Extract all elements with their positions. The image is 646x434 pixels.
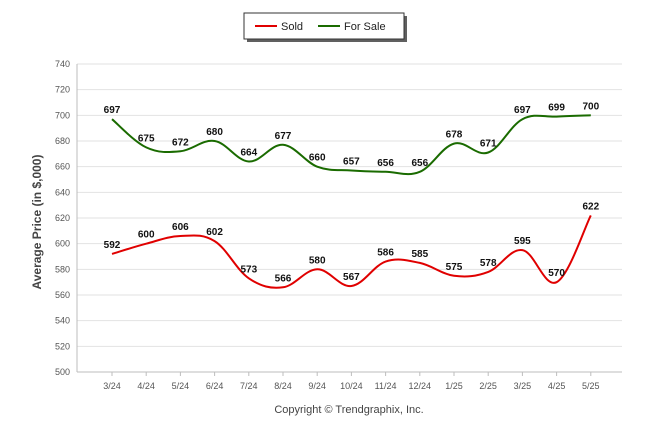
x-tick-label: 4/25	[548, 381, 566, 391]
y-tick-label: 580	[55, 264, 70, 274]
data-label-sold: 622	[582, 201, 599, 212]
y-tick-label: 720	[55, 85, 70, 95]
data-label-for-sale: 656	[411, 158, 428, 169]
grid-lines	[77, 63, 622, 373]
x-tick-label: 3/24	[103, 381, 121, 391]
y-tick-label: 660	[55, 162, 70, 172]
data-label-for-sale: 678	[446, 130, 463, 141]
data-labels: 592 600 606 602 573 566 580 567 586 585 575 578 595 5…	[104, 101, 600, 284]
data-label-for-sale: 660	[309, 153, 326, 164]
legend-label-sold: Sold	[281, 21, 303, 33]
y-tick-label: 620	[55, 213, 70, 223]
data-label-sold: 578	[480, 258, 497, 269]
legend: Sold For Sale	[243, 12, 407, 42]
y-tick-label: 700	[55, 110, 70, 120]
data-label-for-sale: 657	[343, 157, 360, 168]
x-tick-label: 1/25	[445, 381, 463, 391]
y-axis-label: Average Price (in $,000)	[30, 155, 44, 290]
data-label-for-sale: 672	[172, 137, 189, 148]
x-tick-label: 10/24	[340, 381, 363, 391]
series-lines	[111, 114, 592, 289]
data-label-sold: 573	[240, 264, 257, 275]
data-label-sold: 595	[514, 236, 531, 247]
data-label-sold: 592	[104, 240, 121, 251]
data-label-sold: 570	[548, 268, 565, 279]
x-tick-label: 12/24	[409, 381, 432, 391]
data-label-sold: 606	[172, 222, 189, 233]
x-tick-label: 9/24	[308, 381, 326, 391]
x-tick-label: 8/24	[274, 381, 292, 391]
data-label-sold: 585	[411, 249, 428, 260]
series-line-sold	[111, 214, 592, 289]
data-label-for-sale: 671	[480, 139, 497, 150]
data-label-for-sale: 664	[240, 148, 257, 159]
y-axis: 500 520 540 560 580 600 620 640 660 680 700 720 740	[55, 59, 78, 377]
x-tick-label: 6/24	[206, 381, 224, 391]
y-tick-label: 540	[55, 316, 70, 326]
x-tick-label: 3/25	[514, 381, 532, 391]
data-label-sold: 586	[377, 248, 394, 259]
data-label-sold: 566	[275, 273, 292, 284]
data-label-for-sale: 675	[138, 133, 155, 144]
y-tick-label: 560	[55, 290, 70, 300]
copyright-credit: Copyright © Trendgraphix, Inc.	[274, 404, 423, 416]
data-label-sold: 600	[138, 230, 155, 241]
x-tick-label: 5/25	[582, 381, 600, 391]
data-label-for-sale: 699	[548, 103, 565, 114]
data-label-sold: 567	[343, 272, 360, 283]
x-tick-label: 4/24	[137, 381, 155, 391]
x-tick-label: 2/25	[479, 381, 497, 391]
data-label-for-sale: 700	[582, 101, 599, 112]
series-line-for-sale	[111, 114, 591, 176]
y-tick-label: 740	[55, 59, 70, 69]
x-axis: 3/24 4/24 5/24 6/24 7/24 8/24 9/24 10/24 11/24 12…	[77, 371, 622, 391]
data-label-sold: 580	[309, 255, 326, 266]
data-label-for-sale: 680	[206, 127, 223, 138]
data-label-for-sale: 697	[104, 105, 121, 116]
y-tick-label: 680	[55, 136, 70, 146]
x-tick-label: 7/24	[240, 381, 258, 391]
data-label-sold: 602	[206, 227, 223, 238]
data-label-for-sale: 697	[514, 105, 531, 116]
data-label-for-sale: 656	[377, 158, 394, 169]
y-tick-label: 640	[55, 187, 70, 197]
data-label-sold: 575	[446, 262, 463, 273]
y-tick-label: 600	[55, 239, 70, 249]
x-tick-label: 5/24	[172, 381, 190, 391]
data-label-for-sale: 677	[275, 131, 292, 142]
legend-label-for-sale: For Sale	[344, 21, 386, 33]
y-tick-label: 500	[55, 367, 70, 377]
x-tick-label: 11/24	[375, 381, 397, 391]
y-tick-label: 520	[55, 341, 70, 351]
